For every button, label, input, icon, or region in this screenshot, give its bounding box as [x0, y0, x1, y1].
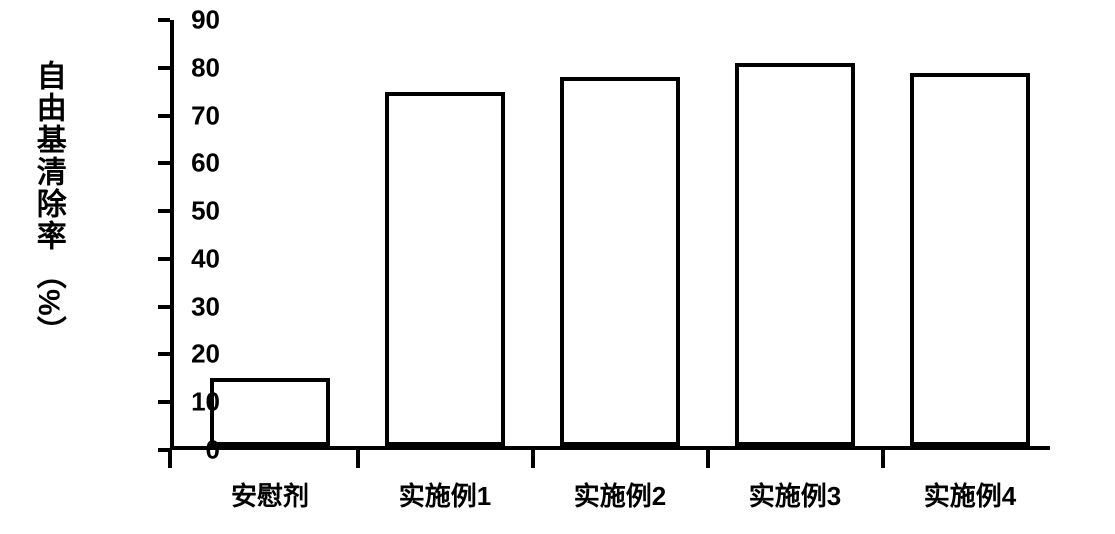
x-tick	[531, 450, 535, 468]
bar	[910, 73, 1030, 446]
x-category-label: 实施例4	[924, 476, 1016, 513]
x-category-label: 实施例1	[399, 476, 491, 513]
x-category-label: 安慰剂	[231, 476, 309, 513]
x-category-label: 实施例3	[749, 476, 841, 513]
x-axis-line	[170, 446, 1050, 450]
y-axis-title-unit: （%）	[32, 259, 64, 346]
y-axis-title-text: 自由基清除率	[32, 60, 64, 252]
y-tick-label: 60	[160, 148, 220, 179]
y-tick-label: 30	[160, 291, 220, 322]
x-tick	[881, 450, 885, 468]
y-tick-label: 50	[160, 196, 220, 227]
y-tick-label: 10	[160, 387, 220, 418]
x-tick	[706, 450, 710, 468]
bar	[560, 77, 680, 446]
bar	[210, 378, 330, 446]
y-axis-line	[170, 20, 174, 450]
y-tick-label: 80	[160, 52, 220, 83]
y-tick-label: 90	[160, 5, 220, 36]
x-tick	[356, 450, 360, 468]
y-tick-label: 20	[160, 339, 220, 370]
bar	[385, 92, 505, 446]
plot-area: 安慰剂实施例1实施例2实施例3实施例4	[170, 20, 1050, 450]
y-tick-label: 70	[160, 100, 220, 131]
chart-container: 自由基清除率 （%） 安慰剂实施例1实施例2实施例3实施例4 010203040…	[0, 0, 1115, 534]
bar	[735, 63, 855, 446]
y-tick-label: 0	[160, 435, 220, 466]
y-axis-title: 自由基清除率 （%）	[18, 60, 78, 352]
y-tick-label: 40	[160, 243, 220, 274]
x-category-label: 实施例2	[574, 476, 666, 513]
